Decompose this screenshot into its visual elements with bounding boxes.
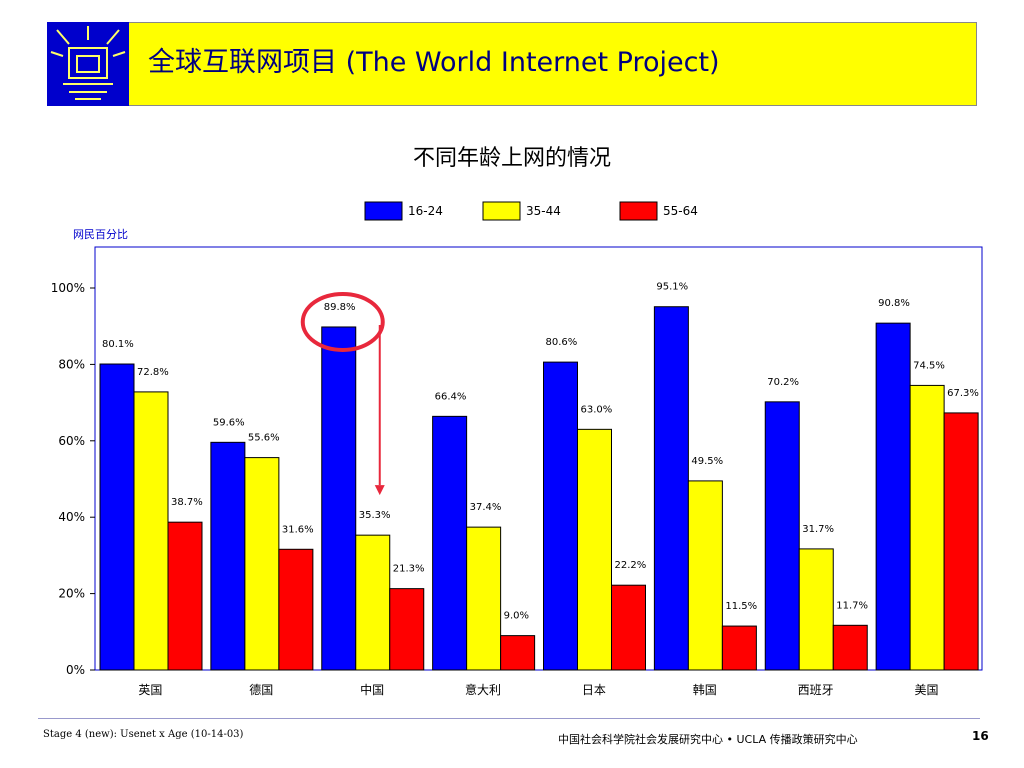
y-axis-label: 网民百分比 [73,228,128,241]
bar-16-24 [432,415,468,671]
highlight-circle [300,291,385,352]
bar-35-44 [244,457,280,671]
bar-16-24 [875,322,911,671]
bar-16-24 [321,326,357,671]
page-number: 16 [972,729,989,743]
x-tick-label: 韩国 [693,682,717,697]
x-tick-label: 意大利 [465,682,501,697]
bar-16-24 [210,441,246,671]
data-label: 72.8% [137,367,169,378]
header-title: 全球互联网项目 (The World Internet Project) [148,47,720,78]
logo [47,22,129,106]
data-label: 90.8% [878,298,910,309]
y-tick-label: 20% [58,587,85,601]
bar-55-64 [500,635,536,671]
y-tick-label: 60% [58,434,85,448]
header-banner [47,22,977,106]
data-label: 11.7% [836,600,868,611]
x-tick-label: 美国 [915,683,939,697]
data-label: 37.4% [470,502,502,513]
data-label: 49.5% [691,456,723,467]
data-label: 95.1% [656,282,688,293]
bar-35-44 [909,384,945,671]
data-label: 74.5% [913,360,945,371]
data-label: 31.7% [802,524,834,535]
data-label: 67.3% [947,388,979,399]
footer-right-text: 中国社会科学院社会发展研究中心 • UCLA 传播政策研究中心 [558,733,858,746]
bar-35-44 [133,391,169,671]
y-tick-label: 100% [51,281,85,295]
data-label: 9.0% [504,611,529,622]
bar-16-24 [543,361,578,671]
data-label: 89.8% [324,302,356,313]
bar-35-44 [798,548,834,671]
bar-55-64 [721,625,757,671]
window-frame-icon [50,26,126,100]
data-label: 21.3% [393,564,425,575]
x-tick-label: 英国 [138,683,162,697]
bar-16-24 [653,306,689,671]
data-label: 31.6% [282,524,314,535]
bar-55-64 [389,588,425,671]
bar-55-64 [943,412,979,671]
bar-35-44 [466,526,502,671]
y-tick-label: 40% [58,510,85,524]
data-label: 38.7% [171,497,203,508]
data-label: 66.4% [435,391,467,402]
data-label: 80.6% [546,337,578,348]
bar-35-44 [577,428,612,671]
footer-left-text: Stage 4 (new): Usenet x Age (10-14-03) [43,729,244,740]
data-label: 70.2% [767,377,799,388]
chart-title: 不同年龄上网的情况 [412,146,611,171]
bar-55-64 [832,624,868,671]
bar-16-24 [764,401,800,671]
legend-label: 55-64 [663,204,698,218]
bar-35-44 [355,534,391,671]
footer-divider [38,718,980,719]
data-label: 11.5% [725,601,757,612]
data-label: 80.1% [102,339,134,350]
data-label: 63.0% [581,404,613,415]
y-tick-label: 80% [58,357,85,371]
bar-55-64 [167,521,203,671]
bar-55-64 [278,548,314,671]
x-tick-label: 德国 [249,682,273,697]
data-label: 59.6% [213,417,245,428]
arrow-head [374,485,385,496]
legend-label: 16-24 [408,204,443,218]
y-tick-label: 0% [66,663,85,677]
data-label: 55.6% [248,433,280,444]
legend-swatch [364,201,403,221]
bar-55-64 [611,584,646,671]
bar-16-24 [99,363,135,671]
x-tick-label: 日本 [582,683,606,697]
legend-label: 35-44 [526,204,561,218]
data-label: 22.2% [615,560,647,571]
x-tick-label: 中国 [360,682,384,697]
bar-35-44 [687,480,723,671]
data-label: 35.3% [359,510,391,521]
legend-swatch [482,201,521,221]
x-tick-label: 西班牙 [798,683,834,697]
legend-swatch [619,201,658,221]
